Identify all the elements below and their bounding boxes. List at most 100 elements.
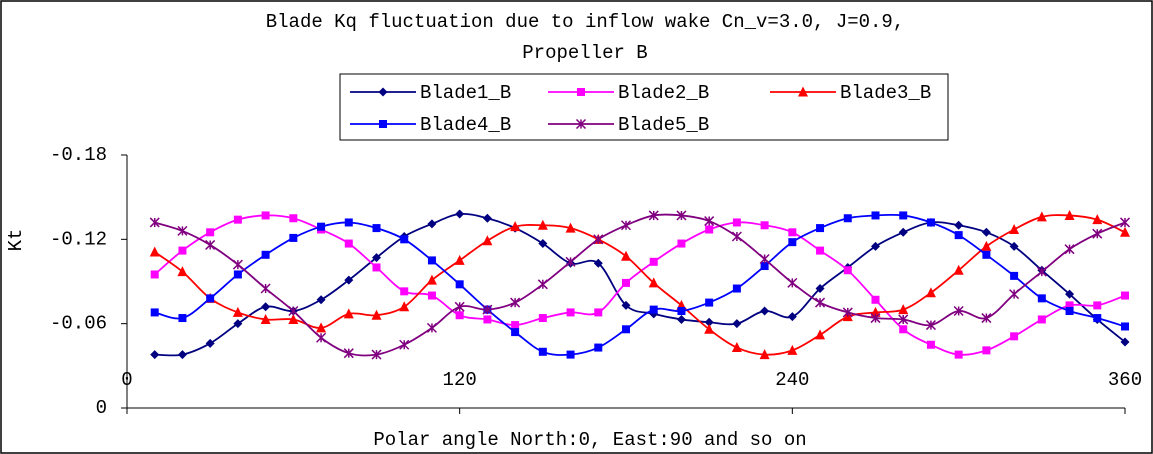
- marker: [316, 322, 327, 333]
- chart-title: Blade Kq fluctuation due to inflow wake …: [266, 11, 905, 33]
- marker: [205, 338, 215, 348]
- marker: [510, 297, 521, 308]
- marker: [1093, 314, 1102, 323]
- legend-label: Blade1_B: [420, 82, 511, 104]
- marker: [371, 349, 382, 360]
- marker: [1093, 301, 1102, 310]
- marker: [648, 277, 659, 288]
- marker: [842, 307, 853, 318]
- marker: [426, 274, 437, 285]
- marker: [705, 225, 714, 234]
- marker: [732, 319, 742, 329]
- marker: [510, 221, 521, 232]
- marker: [649, 305, 658, 314]
- marker: [1119, 217, 1131, 228]
- marker: [426, 322, 437, 333]
- marker: [1037, 315, 1046, 324]
- marker: [621, 250, 631, 261]
- marker: [621, 300, 631, 310]
- marker: [1010, 271, 1019, 280]
- marker: [289, 233, 298, 242]
- marker: [759, 349, 770, 360]
- marker: [288, 305, 299, 317]
- marker: [206, 228, 215, 237]
- marker: [759, 253, 770, 265]
- marker: [261, 302, 271, 312]
- marker: [1036, 266, 1047, 277]
- marker: [537, 279, 548, 290]
- marker: [731, 342, 742, 353]
- marker: [178, 246, 187, 255]
- marker: [427, 256, 436, 265]
- marker: [676, 314, 686, 324]
- marker: [1009, 241, 1019, 251]
- legend-marker: [798, 86, 808, 97]
- marker: [622, 325, 630, 334]
- marker: [953, 305, 964, 317]
- legend-label: Blade2_B: [618, 82, 709, 104]
- y-tick-label: -0.06: [50, 313, 107, 335]
- marker: [316, 332, 327, 343]
- marker: [788, 228, 797, 237]
- marker: [178, 314, 187, 323]
- marker: [371, 309, 382, 320]
- marker: [704, 323, 715, 334]
- marker: [149, 246, 160, 257]
- marker: [953, 264, 964, 275]
- marker: [343, 348, 354, 359]
- marker: [372, 253, 381, 263]
- x-tick-label: 240: [775, 369, 809, 391]
- legend-label: Blade5_B: [618, 114, 709, 136]
- marker: [288, 313, 299, 324]
- y-tick-label: -0.12: [50, 228, 107, 250]
- marker: [316, 295, 326, 305]
- marker: [815, 284, 825, 294]
- marker: [705, 298, 714, 307]
- marker: [455, 280, 464, 289]
- marker: [593, 258, 603, 268]
- legend-marker: [577, 88, 585, 96]
- marker: [704, 317, 714, 327]
- legend-box: [339, 73, 949, 141]
- marker: [482, 213, 492, 223]
- marker: [566, 308, 575, 317]
- marker: [344, 218, 353, 227]
- marker: [982, 346, 991, 355]
- marker: [954, 350, 963, 359]
- marker: [455, 311, 464, 320]
- marker: [594, 343, 603, 352]
- marker: [982, 250, 991, 259]
- marker: [871, 241, 880, 251]
- marker: [898, 314, 909, 325]
- marker: [594, 308, 603, 317]
- y-tick-label: 0: [96, 397, 107, 419]
- marker: [981, 227, 991, 237]
- marker: [1065, 301, 1074, 310]
- marker: [926, 340, 935, 349]
- marker: [816, 224, 825, 233]
- marker: [981, 313, 992, 324]
- marker: [177, 225, 188, 236]
- marker: [871, 295, 880, 304]
- marker: [511, 328, 520, 337]
- marker: [1064, 244, 1075, 255]
- marker: [870, 306, 881, 317]
- marker: [260, 283, 271, 294]
- legend-marker: [378, 87, 388, 97]
- marker: [926, 218, 935, 227]
- marker: [1009, 289, 1020, 300]
- marker: [372, 263, 381, 272]
- marker: [648, 210, 659, 221]
- marker: [954, 220, 964, 230]
- marker: [400, 287, 409, 296]
- marker: [871, 211, 880, 220]
- marker: [289, 214, 298, 223]
- marker: [816, 246, 825, 255]
- marker: [787, 277, 798, 288]
- marker: [925, 287, 936, 298]
- marker: [1121, 291, 1129, 300]
- marker: [455, 209, 465, 219]
- marker: [372, 224, 381, 233]
- marker: [1065, 289, 1075, 299]
